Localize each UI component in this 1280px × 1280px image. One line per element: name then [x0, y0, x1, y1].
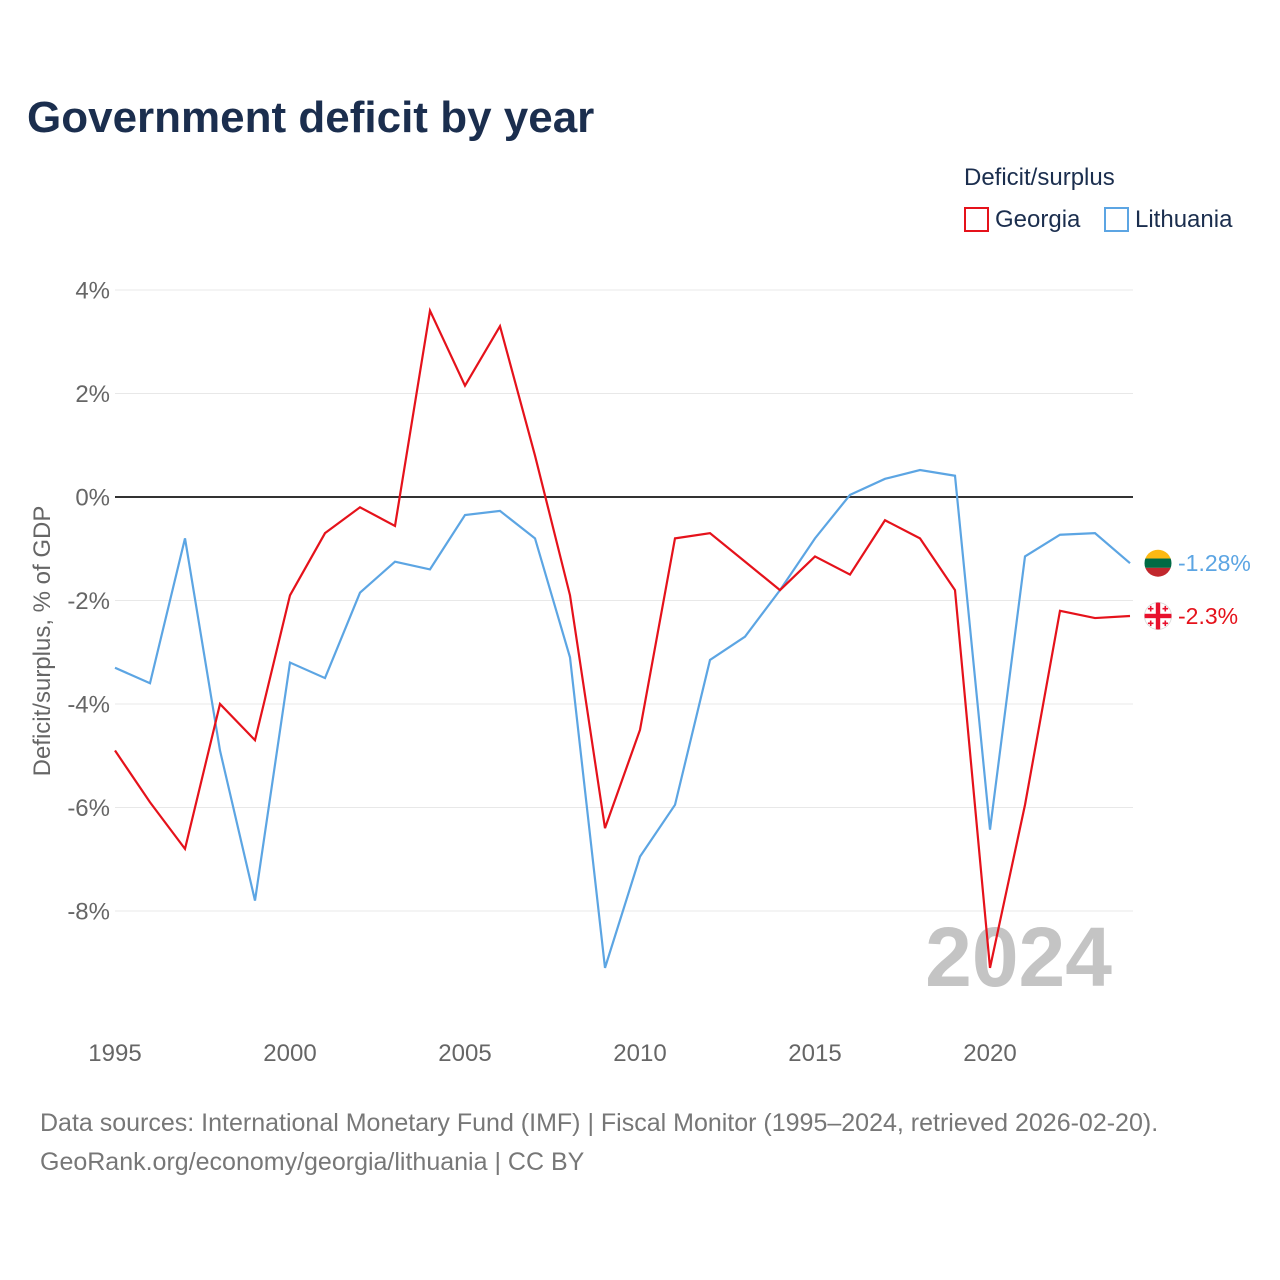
georgia-point-2002: [358, 505, 363, 510]
georgia-point-2012: [708, 531, 713, 536]
georgia-point-2020: [988, 965, 993, 970]
lithuania-point-2023: [1093, 531, 1098, 536]
legend-item-lithuania[interactable]: Lithuania: [1104, 205, 1233, 233]
series-line-lithuania: [114, 468, 1131, 969]
lithuania-point-2007: [533, 536, 538, 541]
lithuania-point-2022: [1058, 532, 1063, 537]
y-tick-label: 2%: [75, 381, 110, 408]
georgia-point-1999: [253, 738, 258, 743]
lithuania-point-2017: [883, 476, 888, 481]
legend-title: Deficit/surplus: [964, 164, 1115, 191]
georgia-point-2018: [918, 536, 923, 541]
georgia-point-1995: [113, 748, 118, 753]
x-tick-label: 2005: [438, 1040, 491, 1067]
lithuania-point-2018: [918, 468, 923, 473]
georgia-point-2023: [1093, 616, 1098, 621]
lithuania-point-2015: [813, 536, 818, 541]
y-axis-tick-labels: 4% 2% 0% -2% -4% -6% -8%: [67, 277, 110, 925]
georgia-point-2001: [323, 531, 328, 536]
lithuania-point-2013: [743, 634, 748, 639]
legend-label-lithuania: Lithuania: [1135, 205, 1233, 233]
lithuania-point-2021: [1023, 554, 1028, 559]
lithuania-point-2005: [463, 513, 468, 518]
lithuania-point-1998: [218, 748, 223, 753]
lithuania-point-2020: [988, 827, 993, 832]
lithuania-point-2024: [1128, 561, 1133, 566]
georgia-point-2007: [533, 453, 538, 458]
lithuania-point-2001: [323, 676, 328, 681]
y-tick-label: -4%: [67, 691, 110, 718]
georgia-point-1998: [218, 701, 223, 706]
lithuania-point-1999: [253, 898, 258, 903]
georgia-point-2000: [288, 593, 293, 598]
end-markers: -2.3% -1.28%: [1144, 549, 1251, 630]
georgia-point-2014: [778, 588, 783, 593]
y-tick-label: -2%: [67, 588, 110, 615]
georgia-point-1997: [183, 846, 188, 851]
lithuania-point-2009: [603, 965, 608, 970]
georgia-point-2013: [743, 559, 748, 564]
x-tick-label: 2015: [788, 1040, 841, 1067]
lithuania-point-2012: [708, 657, 713, 662]
lithuania-point-2004: [428, 567, 433, 572]
georgia-point-2003: [393, 523, 398, 528]
lithuania-point-2011: [673, 802, 678, 807]
georgia-point-2021: [1023, 802, 1028, 807]
x-tick-label: 2000: [263, 1040, 316, 1067]
series-points: [113, 308, 1133, 970]
flag-georgia-icon: [1144, 602, 1172, 630]
lithuania-point-1996: [148, 681, 153, 686]
x-tick-label: 1995: [88, 1040, 141, 1067]
flag-lithuania-icon: [1144, 549, 1172, 577]
georgia-point-2016: [848, 572, 853, 577]
georgia-point-2017: [883, 518, 888, 523]
series-lines: [114, 306, 1131, 969]
lithuania-point-1997: [183, 536, 188, 541]
lithuania-point-2000: [288, 660, 293, 665]
georgia-point-2009: [603, 826, 608, 831]
legend-item-georgia[interactable]: Georgia: [964, 205, 1081, 233]
lithuania-point-2016: [848, 492, 853, 497]
lithuania-point-2002: [358, 590, 363, 595]
lithuania-point-1995: [113, 665, 118, 670]
year-watermark: 2024: [925, 910, 1112, 1004]
legend-swatch-lithuania: [1104, 207, 1129, 232]
legend-swatch-georgia: [964, 207, 989, 232]
georgia-point-2004: [428, 308, 433, 313]
georgia-point-2010: [638, 727, 643, 732]
lithuania-point-2006: [498, 508, 503, 513]
lithuania-point-2010: [638, 854, 643, 859]
end-label-georgia: -2.3%: [1178, 603, 1238, 629]
georgia-point-2011: [673, 536, 678, 541]
series-line-georgia: [114, 306, 1131, 969]
y-tick-label: 0%: [75, 484, 110, 511]
y-tick-label: -6%: [67, 795, 110, 822]
lithuania-point-2003: [393, 559, 398, 564]
georgia-point-2019: [953, 588, 958, 593]
x-tick-label: 2010: [613, 1040, 666, 1067]
end-label-lithuania: -1.28%: [1178, 550, 1251, 576]
x-tick-label: 2020: [963, 1040, 1016, 1067]
site-credit: GeoRank.org/economy/georgia/lithuania | …: [40, 1148, 585, 1176]
georgia-point-2008: [568, 593, 573, 598]
y-tick-label: 4%: [75, 277, 110, 304]
y-tick-label: -8%: [67, 898, 110, 925]
y-axis-title: Deficit/surplus, % of GDP: [29, 506, 56, 777]
lithuania-point-2019: [953, 473, 958, 478]
x-axis-tick-labels: 1995 2000 2005 2010 2015 2020: [88, 1040, 1016, 1067]
legend-label-georgia: Georgia: [995, 205, 1081, 233]
lithuania-point-2008: [568, 655, 573, 660]
georgia-point-2022: [1058, 608, 1063, 613]
georgia-point-2006: [498, 324, 503, 329]
georgia-point-2015: [813, 554, 818, 559]
georgia-point-2024: [1128, 613, 1133, 618]
data-source-note: Data sources: International Monetary Fun…: [40, 1109, 1159, 1137]
georgia-point-1996: [148, 800, 153, 805]
georgia-point-2005: [463, 383, 468, 388]
chart-title: Government deficit by year: [27, 93, 595, 142]
